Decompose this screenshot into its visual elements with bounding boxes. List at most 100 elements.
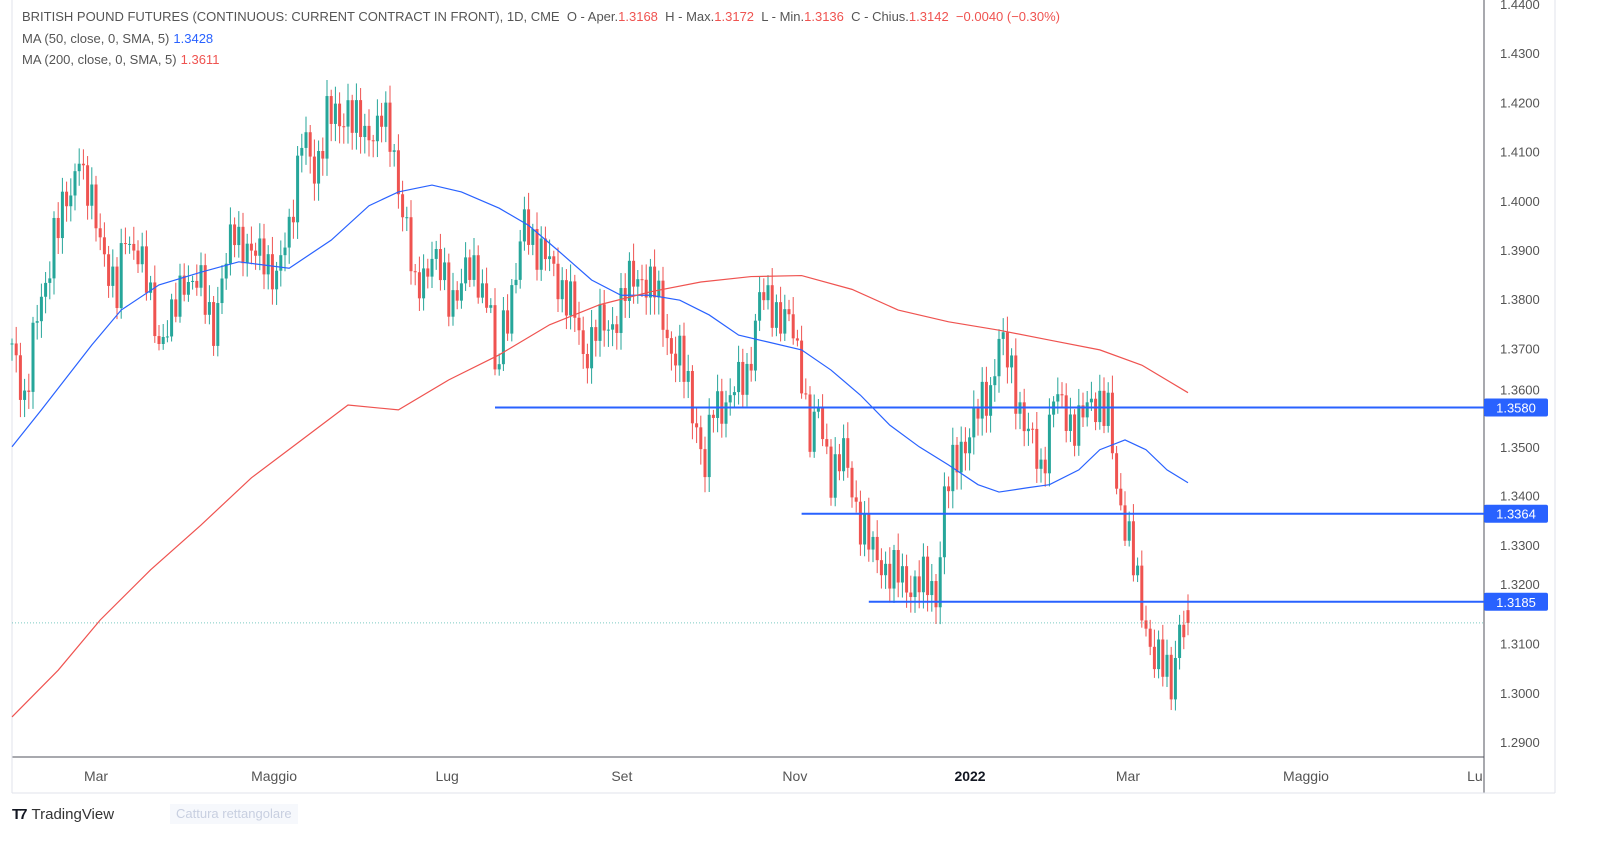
- candle-body: [417, 272, 421, 299]
- candle-body: [686, 370, 690, 382]
- candle-body: [157, 336, 161, 344]
- candle-body: [623, 288, 627, 301]
- price-tick-label: 1.4000: [1500, 194, 1540, 209]
- high-label: H - Max.: [665, 9, 715, 24]
- ma50-line: [11, 184, 1189, 493]
- candle-body: [60, 191, 64, 239]
- candle-body: [224, 263, 228, 279]
- candle-body: [1056, 394, 1060, 402]
- candle-body: [228, 224, 232, 264]
- tradingview-logo[interactable]: T7 TradingView: [12, 806, 114, 823]
- price-tick-label: 1.4400: [1500, 0, 1540, 12]
- candle-body: [539, 238, 543, 270]
- candle-body: [220, 278, 224, 304]
- candle-body: [867, 514, 871, 550]
- candle-body: [1110, 392, 1114, 454]
- candle-body: [947, 486, 951, 492]
- candle-body: [237, 226, 241, 246]
- candle-body: [10, 343, 14, 345]
- candle-body: [178, 275, 182, 317]
- candle-body: [317, 150, 321, 184]
- candle-body: [871, 536, 875, 550]
- candle-body: [371, 140, 375, 142]
- candle-body: [409, 217, 413, 272]
- candle-body: [1001, 332, 1005, 339]
- level-price-badge: [1484, 592, 1548, 611]
- price-tick-label: 1.3400: [1500, 489, 1540, 504]
- candle-body: [1169, 654, 1173, 700]
- candle-body: [207, 302, 211, 315]
- candle-body: [18, 355, 22, 400]
- candle-body: [766, 285, 770, 301]
- candle-body: [1182, 624, 1186, 638]
- candle-body: [422, 268, 426, 299]
- open-value: 1.3168: [618, 9, 658, 24]
- candle-body: [233, 224, 237, 246]
- capture-hint: Cattura rettangolare: [170, 804, 298, 824]
- tradingview-logo-icon: T7: [12, 806, 27, 823]
- price-tick-label: 1.3500: [1500, 440, 1540, 455]
- candle-body: [716, 391, 720, 418]
- candle-body: [472, 255, 476, 280]
- candle-body: [90, 184, 94, 206]
- time-tick-label: Lu: [1467, 768, 1483, 784]
- candle-body: [1094, 398, 1098, 423]
- price-tick-label: 1.3800: [1500, 292, 1540, 307]
- candle-body: [1161, 639, 1165, 677]
- candle-body: [779, 302, 783, 334]
- candle-body: [342, 126, 346, 128]
- candle-body: [821, 408, 825, 440]
- candle-body: [468, 257, 472, 280]
- low-label: L - Min.: [761, 9, 805, 24]
- candle-body: [745, 363, 749, 395]
- candle-body: [552, 256, 556, 264]
- candle-body: [489, 305, 493, 308]
- candle-body: [564, 280, 568, 316]
- candle-body: [787, 309, 791, 315]
- ma50-legend[interactable]: MA (50, close, 0, SMA, 5) 1.3428: [22, 31, 213, 46]
- candle-body: [644, 279, 648, 298]
- time-tick-label: Set: [611, 768, 632, 784]
- candle-body: [678, 335, 682, 366]
- candle-body: [308, 132, 312, 157]
- candle-body: [136, 250, 140, 265]
- candle-body: [1060, 394, 1064, 396]
- candle-body: [896, 550, 900, 583]
- ma200-legend[interactable]: MA (200, close, 0, SMA, 5) 1.3611: [22, 52, 219, 67]
- candle-body: [493, 305, 497, 370]
- candle-body: [249, 243, 253, 251]
- candle-body: [585, 353, 589, 369]
- candle-body: [812, 411, 816, 452]
- candle-body: [997, 338, 1001, 377]
- candle-body: [485, 283, 489, 308]
- candle-body: [1115, 453, 1119, 489]
- candle-body: [1035, 428, 1039, 469]
- candle-body: [993, 376, 997, 386]
- candle-body: [892, 550, 896, 589]
- candle-body: [31, 322, 35, 392]
- candle-body: [283, 247, 287, 256]
- candle-body: [56, 217, 60, 239]
- candle-body: [1123, 505, 1127, 541]
- time-tick-label: Maggio: [1283, 768, 1329, 784]
- candle-body: [1127, 521, 1131, 541]
- candle-body: [598, 304, 602, 341]
- candle-body: [989, 385, 993, 416]
- candle-body: [35, 321, 39, 323]
- candle-body: [791, 314, 795, 339]
- price-tick-label: 1.4300: [1500, 46, 1540, 61]
- candle-body: [413, 271, 417, 273]
- candle-body: [741, 361, 745, 395]
- candle-body: [216, 303, 220, 346]
- candle-body: [107, 254, 111, 286]
- candle-body: [296, 155, 300, 223]
- candle-body: [732, 392, 736, 396]
- candle-body: [724, 402, 728, 424]
- candle-body: [548, 256, 552, 260]
- candle-body: [367, 125, 371, 141]
- candle-body: [611, 324, 615, 330]
- candle-body: [396, 150, 400, 195]
- candle-body: [195, 280, 199, 288]
- candle-body: [363, 125, 367, 138]
